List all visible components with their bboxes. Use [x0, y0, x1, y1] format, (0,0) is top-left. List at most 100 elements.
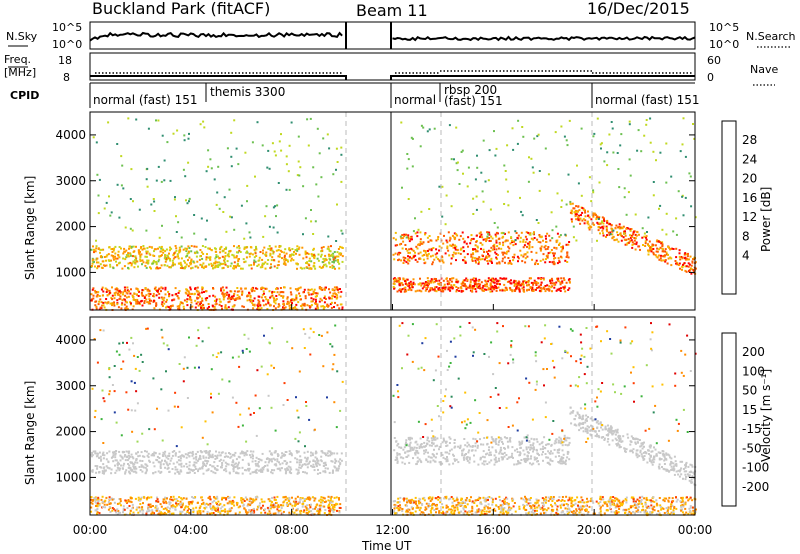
velocity-echo	[261, 466, 264, 469]
power-echo	[546, 254, 549, 257]
power-echo	[241, 267, 244, 270]
power-echo	[606, 164, 609, 167]
power-echo	[424, 289, 427, 292]
power-echo	[160, 296, 163, 299]
power-echo	[632, 231, 635, 234]
power-echo	[433, 280, 436, 283]
power-echo	[421, 282, 424, 285]
power-echo	[413, 283, 416, 286]
velocity-echo	[312, 459, 315, 462]
power-echo	[129, 253, 132, 256]
power-echo	[568, 287, 571, 290]
power-echo	[650, 250, 653, 253]
power-echo	[539, 247, 542, 250]
velocity-echo	[320, 459, 323, 462]
velocity-echo	[640, 498, 643, 501]
velocity-echo	[98, 502, 101, 505]
power-echo	[286, 259, 289, 262]
power-echo	[517, 282, 520, 285]
power-echo	[511, 127, 514, 130]
power-echo	[302, 304, 305, 307]
power-echo	[420, 210, 423, 213]
velocity-echo	[557, 451, 560, 454]
power-echo	[419, 231, 422, 234]
power-echo	[520, 231, 523, 234]
velocity-echo	[95, 498, 98, 501]
power-echo	[292, 307, 295, 309]
velocity-echo	[91, 470, 94, 473]
power-echo	[222, 211, 225, 213]
power-echo	[337, 248, 340, 250]
velocity-echo	[102, 506, 105, 508]
power-echo	[658, 254, 661, 257]
velocity-echo	[269, 512, 272, 515]
power-echo	[156, 290, 159, 292]
power-echo	[127, 117, 130, 120]
power-echo	[527, 180, 530, 183]
power-echo	[91, 298, 93, 301]
power-echo	[275, 295, 278, 297]
velocity-echo	[296, 472, 299, 475]
power-echo	[201, 286, 204, 289]
velocity-echo	[245, 469, 248, 472]
power-echo	[121, 164, 124, 167]
velocity-echo	[485, 453, 487, 456]
velocity-echo	[196, 450, 199, 453]
velocity-echo	[327, 450, 330, 453]
power-echo	[187, 137, 190, 140]
velocity-echo	[183, 455, 185, 458]
power-echo	[290, 254, 292, 257]
velocity-echo	[562, 462, 565, 465]
power-echo	[306, 304, 309, 307]
velocity-echo	[134, 470, 137, 473]
velocity-echo	[395, 456, 398, 459]
power-echo	[610, 121, 613, 123]
velocity-echo	[322, 505, 325, 508]
velocity-echo	[186, 471, 189, 474]
power-echo	[426, 236, 429, 239]
velocity-echo	[425, 458, 428, 461]
velocity-echo	[241, 450, 243, 453]
velocity-echo	[106, 452, 109, 455]
velocity-echo	[335, 460, 338, 463]
velocity-echo	[502, 442, 504, 445]
velocity-echo	[655, 499, 658, 502]
power-echo	[206, 219, 208, 222]
power-echo	[329, 258, 332, 261]
velocity-echo	[503, 498, 506, 501]
power-echo	[425, 287, 428, 290]
velocity-echo	[130, 501, 133, 504]
power-echo	[167, 257, 170, 260]
power-echo	[108, 246, 111, 249]
power-echo	[158, 292, 161, 295]
power-echo	[667, 257, 670, 260]
power-echo	[531, 246, 534, 249]
power-echo	[443, 287, 446, 290]
velocity-echo	[549, 452, 552, 455]
power-echo	[145, 261, 148, 264]
velocity-echo	[560, 439, 563, 442]
velocity-echo	[255, 468, 258, 471]
power-echo	[487, 288, 490, 291]
power-echo	[662, 255, 665, 258]
velocity-echo	[410, 506, 413, 509]
power-echo	[554, 257, 557, 259]
power-echo	[480, 247, 482, 250]
velocity-echo	[483, 456, 486, 459]
power-echo	[414, 217, 416, 220]
power-echo	[567, 173, 570, 176]
velocity-echo	[552, 496, 555, 498]
power-echo	[398, 284, 401, 287]
power-echo	[401, 283, 404, 286]
velocity-echo	[266, 468, 269, 471]
velocity-echo	[305, 498, 308, 501]
velocity-echo	[457, 445, 460, 448]
velocity-echo	[235, 471, 238, 474]
velocity-echo	[609, 504, 612, 507]
power-echo	[187, 250, 190, 253]
velocity-echo	[281, 454, 284, 457]
power-echo	[672, 230, 675, 233]
velocity-echo	[223, 455, 226, 458]
power-echo	[682, 117, 685, 120]
power-echo	[215, 203, 218, 206]
